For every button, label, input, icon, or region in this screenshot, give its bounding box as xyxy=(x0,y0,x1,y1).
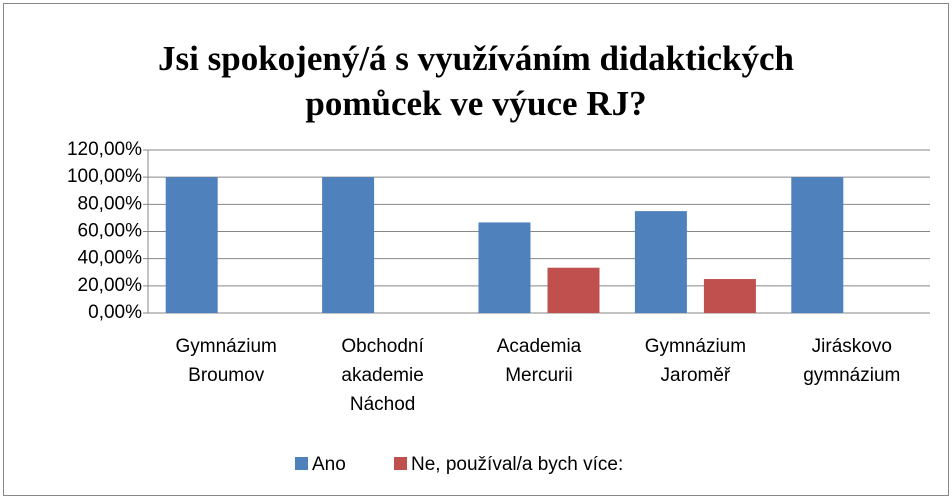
y-tick-label: 100,00% xyxy=(67,166,142,187)
bar xyxy=(165,177,218,313)
legend-label: Ano xyxy=(312,454,346,475)
x-tick-label: Gymnázium Jaroměř xyxy=(644,336,747,386)
legend-swatch xyxy=(295,457,308,470)
bar xyxy=(547,267,600,313)
chart-title: Jsi spokojený/á s využíváním didaktickýc… xyxy=(158,39,794,123)
x-tick-label: Gymnázium Broumov xyxy=(175,336,277,386)
bar xyxy=(703,279,756,313)
y-tick-label: 40,00% xyxy=(78,248,143,269)
x-tick-label: Obchodní akademie Náchod xyxy=(341,336,424,415)
chart-frame xyxy=(3,3,949,496)
y-tick-label: 20,00% xyxy=(78,275,143,296)
bar xyxy=(634,211,687,313)
y-tick-label: 60,00% xyxy=(78,221,143,242)
y-tick-label: 0,00% xyxy=(88,302,142,323)
x-tick-label: Academia Mercurii xyxy=(496,336,582,386)
legend-label: Ne, používal/a bych více: xyxy=(411,454,623,475)
bar xyxy=(478,222,531,313)
y-tick-label: 80,00% xyxy=(78,193,143,214)
bar xyxy=(322,177,375,313)
bar xyxy=(791,177,844,313)
y-tick-label: 120,00% xyxy=(67,139,142,160)
legend-swatch xyxy=(394,457,407,470)
x-tick-label: Jiráskovo gymnázium xyxy=(803,336,901,386)
